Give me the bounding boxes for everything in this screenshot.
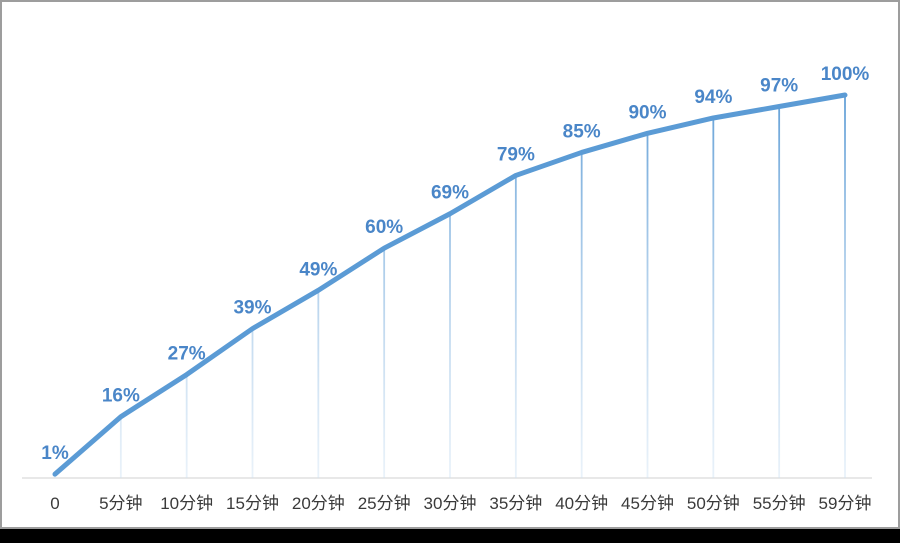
data-label: 16% [102,386,140,407]
x-axis-tick-label: 40分钟 [555,494,608,513]
series-line [52,92,848,477]
data-label: 60% [365,217,403,238]
x-axis-tick-label: 10分钟 [160,494,213,513]
data-label: 94% [694,87,732,108]
x-axis-tick-label: 55分钟 [753,494,806,513]
x-axis-tick-label: 45分钟 [621,494,674,513]
data-label: 79% [497,144,535,165]
x-axis-tick-label: 25分钟 [358,494,411,513]
x-axis-tick-label: 59分钟 [819,494,872,513]
data-label: 100% [821,64,870,85]
x-axis-tick-label: 15分钟 [226,494,279,513]
data-label: 39% [233,298,271,319]
x-axis-tick-label: 30分钟 [424,494,477,513]
data-label: 27% [168,344,206,365]
x-axis-tick-label: 20分钟 [292,494,345,513]
x-axis-tick-label: 5分钟 [99,494,142,513]
data-label: 85% [563,121,601,142]
bottom-black-bar [0,529,900,543]
data-label: 1% [41,443,69,464]
data-label: 49% [299,259,337,280]
line-chart: 1% 16% 27% 39% 49% 60% 69% 79% 85% 90% 94% 97% 100% 0… [22,64,872,513]
x-axis-tick-label: 50分钟 [687,494,740,513]
data-label: 97% [760,75,798,96]
data-label: 69% [431,183,469,204]
data-label: 90% [628,102,666,123]
x-axis-tick-label: 0 [50,494,59,513]
chart-panel: 1% 16% 27% 39% 49% 60% 69% 79% 85% 90% 94% 97% 100% 0… [0,0,900,529]
x-axis-tick-label: 35分钟 [489,494,542,513]
